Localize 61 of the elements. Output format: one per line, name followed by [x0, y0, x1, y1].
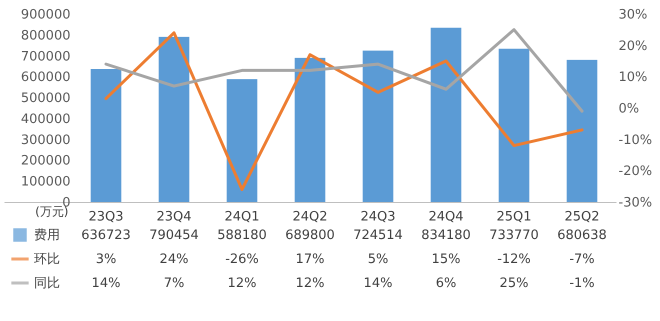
x-tick-label: 24Q4 — [428, 210, 464, 224]
y2-tick-label: 0% — [618, 102, 640, 116]
y-tick-label: 800000 — [20, 28, 70, 44]
y-tick-label: 600000 — [20, 70, 70, 86]
data-label: 689800 — [285, 228, 335, 243]
bar — [226, 79, 258, 202]
data-label: 5% — [368, 252, 388, 267]
data-label: 15% — [432, 252, 460, 267]
x-tick-label: 23Q3 — [88, 210, 124, 224]
y-tick-label: 400000 — [20, 112, 70, 127]
y2-tick-label: 10% — [618, 70, 648, 86]
data-label: 14% — [92, 276, 120, 291]
data-label: 24% — [160, 252, 188, 267]
y2-tick-label: 20% — [618, 38, 648, 54]
legend-label: 环比 — [34, 252, 60, 267]
data-label: 3% — [96, 252, 116, 267]
x-tick-label: 24Q2 — [292, 210, 328, 224]
y-tick-label: 200000 — [20, 154, 70, 169]
bar — [294, 58, 326, 202]
legend-label: 费用 — [34, 228, 60, 243]
bar — [566, 60, 598, 202]
data-label: 733770 — [489, 228, 539, 243]
y-tick-label: 900000 — [20, 8, 70, 22]
legend-label: 同比 — [34, 276, 60, 291]
data-label: 636723 — [81, 228, 131, 243]
data-label: 680638 — [557, 228, 607, 243]
data-label: -7% — [569, 252, 595, 267]
data-label: 588180 — [217, 228, 267, 243]
data-label: 834180 — [421, 228, 471, 243]
data-label: 790454 — [149, 228, 199, 243]
bar — [158, 36, 190, 202]
bar — [430, 28, 462, 202]
y-tick-label: 700000 — [20, 49, 70, 64]
x-tick-label: 25Q2 — [564, 210, 600, 224]
x-tick-label: 23Q4 — [156, 210, 192, 224]
x-tick-label: 25Q1 — [496, 210, 532, 224]
data-label: -1% — [569, 276, 595, 291]
y2-tick-label: -10% — [618, 132, 652, 148]
data-label: 14% — [364, 276, 392, 291]
y2-tick-label: 30% — [618, 8, 648, 22]
y-tick-label: 500000 — [20, 91, 70, 106]
y2-tick-label: -20% — [618, 164, 652, 180]
bar — [90, 68, 122, 202]
data-label: 724514 — [353, 228, 403, 243]
y-tick-label: 300000 — [20, 132, 70, 148]
y-tick-label: 100000 — [20, 174, 70, 190]
data-label: 6% — [436, 276, 456, 291]
x-tick-label: 24Q3 — [360, 210, 396, 224]
data-label: -26% — [225, 252, 259, 267]
data-label: 12% — [228, 276, 256, 291]
x-tick-label: 24Q1 — [224, 210, 260, 224]
bar — [498, 48, 530, 202]
data-label: 12% — [296, 276, 324, 291]
line-series — [104, 31, 584, 191]
data-label: 17% — [296, 252, 324, 267]
data-label: 25% — [500, 276, 528, 291]
y2-tick-label: -30% — [618, 196, 652, 210]
bar — [362, 50, 394, 202]
data-label: 7% — [164, 276, 184, 291]
line-series — [104, 28, 584, 113]
data-label: -12% — [497, 252, 531, 267]
